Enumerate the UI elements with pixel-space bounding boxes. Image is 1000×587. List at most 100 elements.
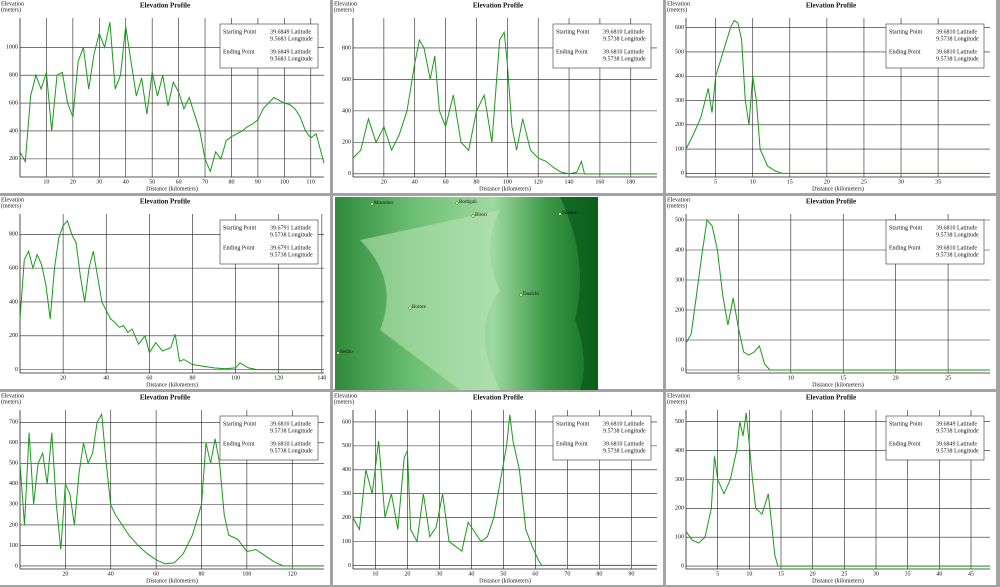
place-dot (370, 202, 374, 206)
chart-title: Elevation Profile (140, 2, 190, 10)
y-axis-label: (meters) (1, 202, 21, 209)
y-tick-label: 1000 (6, 45, 18, 51)
y-axis-label: (meters) (334, 6, 354, 13)
x-tick-label: 60 (532, 571, 538, 577)
y-tick-label: 400 (342, 467, 351, 473)
y-tick-label: 600 (342, 419, 351, 425)
legend-box (219, 219, 319, 265)
y-tick-label: 600 (9, 266, 18, 272)
x-tick-label: 40 (123, 179, 129, 185)
x-tick-label: 15 (787, 179, 793, 185)
y-tick-label: 300 (675, 477, 684, 483)
elevation-line (19, 219, 324, 371)
x-tick-label: 80 (228, 179, 234, 185)
x-tick-label: 40 (108, 571, 114, 577)
y-tick-label: 100 (675, 337, 684, 343)
legend-box (552, 415, 652, 461)
x-axis-label: Distance (kilometers) (812, 381, 864, 388)
legend-value: 9.5738 Longitude (936, 428, 979, 434)
legend-label: Starting Point (223, 29, 257, 35)
chart-title: Elevation Profile (806, 394, 856, 402)
x-tick-label: 25 (861, 179, 867, 185)
y-tick-label: 0 (15, 563, 18, 569)
x-tick-label: 80 (189, 375, 195, 381)
legend-value: 39.6810 Latitude (936, 225, 977, 231)
legend-value: 39.6810 Latitude (936, 245, 977, 251)
x-tick-label: 30 (873, 571, 879, 577)
x-tick-label: 100 (503, 179, 512, 185)
map-panel: Macomer Bortigali Birori Silanus Dualchi Boro… (333, 196, 663, 390)
legend-label: Starting Point (889, 421, 923, 427)
y-tick-label: 200 (9, 156, 18, 162)
legend-label: Ending Point (889, 245, 921, 251)
legend-value: 39.6791 Latitude (270, 245, 311, 251)
x-tick-label: 10 (43, 179, 49, 185)
y-tick-label: 400 (675, 247, 684, 253)
y-tick-label: 200 (342, 140, 351, 146)
x-axis-label: Distance (kilometers) (146, 185, 198, 192)
y-tick-label: 0 (348, 171, 351, 177)
legend-label: Starting Point (223, 225, 257, 231)
x-tick-label: 140 (317, 375, 326, 381)
y-tick-label: 0 (348, 563, 351, 569)
y-axis-label: Elevation (1, 197, 24, 203)
legend-label: Starting Point (889, 225, 923, 231)
y-tick-label: 500 (342, 443, 351, 449)
x-tick-label: 120 (288, 571, 297, 577)
x-tick-label: 10 (746, 571, 752, 577)
y-tick-label: 200 (675, 307, 684, 313)
x-tick-label: 35 (905, 571, 911, 577)
y-tick-label: 0 (681, 563, 684, 569)
place-label: Silanus (562, 211, 577, 216)
legend-box (552, 23, 652, 69)
y-tick-label: 400 (9, 299, 18, 305)
legend-label: Ending Point (556, 49, 588, 55)
map-ridge (560, 197, 598, 390)
legend-value: 9.5738 Longitude (603, 56, 646, 62)
legend-box (885, 415, 985, 461)
x-tick-label: 90 (628, 571, 634, 577)
legend-value: 39.6810 Latitude (603, 49, 644, 55)
x-tick-label: 20 (893, 375, 899, 381)
legend-value: 39.6810 Latitude (936, 29, 977, 35)
legend-label: Ending Point (223, 49, 255, 55)
elevation-line (352, 414, 657, 566)
y-tick-label: 600 (342, 77, 351, 83)
y-tick-label: 300 (342, 491, 351, 497)
x-tick-label: 160 (595, 179, 604, 185)
chart-title: Elevation Profile (140, 394, 190, 402)
place-label: Borore (412, 305, 427, 310)
y-tick-label: 800 (9, 232, 18, 238)
x-tick-label: 5 (716, 571, 719, 577)
x-tick-label: 70 (202, 179, 208, 185)
legend-value: 39.6810 Latitude (603, 441, 644, 447)
elevation-line (685, 412, 990, 567)
x-tick-label: 20 (404, 571, 410, 577)
chart-title: Elevation Profile (140, 198, 190, 206)
y-tick-label: 400 (675, 74, 684, 80)
legend-value: 9.5683 Longitude (270, 56, 313, 62)
y-axis-label: Elevation (667, 197, 690, 203)
y-tick-label: 300 (675, 277, 684, 283)
y-tick-label: 600 (675, 25, 684, 31)
x-tick-label: 60 (176, 179, 182, 185)
place-label: Birori (475, 213, 488, 218)
legend-label: Ending Point (223, 441, 255, 447)
x-tick-label: 60 (153, 571, 159, 577)
x-tick-label: 20 (62, 571, 68, 577)
x-tick-label: 80 (473, 179, 479, 185)
place-label: Sedilo (340, 350, 353, 355)
x-tick-label: 80 (198, 571, 204, 577)
elevation-line (19, 412, 324, 567)
x-tick-label: 90 (255, 179, 261, 185)
x-tick-label: 140 (565, 179, 574, 185)
y-axis-label: (meters) (667, 6, 687, 13)
y-tick-label: 200 (9, 333, 18, 339)
x-tick-label: 30 (96, 179, 102, 185)
legend-value: 9.5738 Longitude (603, 448, 646, 454)
x-tick-label: 10 (788, 375, 794, 381)
x-axis-label: Distance (kilometers) (479, 185, 531, 192)
y-tick-label: 100 (675, 535, 684, 541)
chart-title: Elevation Profile (473, 394, 523, 402)
x-tick-label: 100 (242, 571, 251, 577)
